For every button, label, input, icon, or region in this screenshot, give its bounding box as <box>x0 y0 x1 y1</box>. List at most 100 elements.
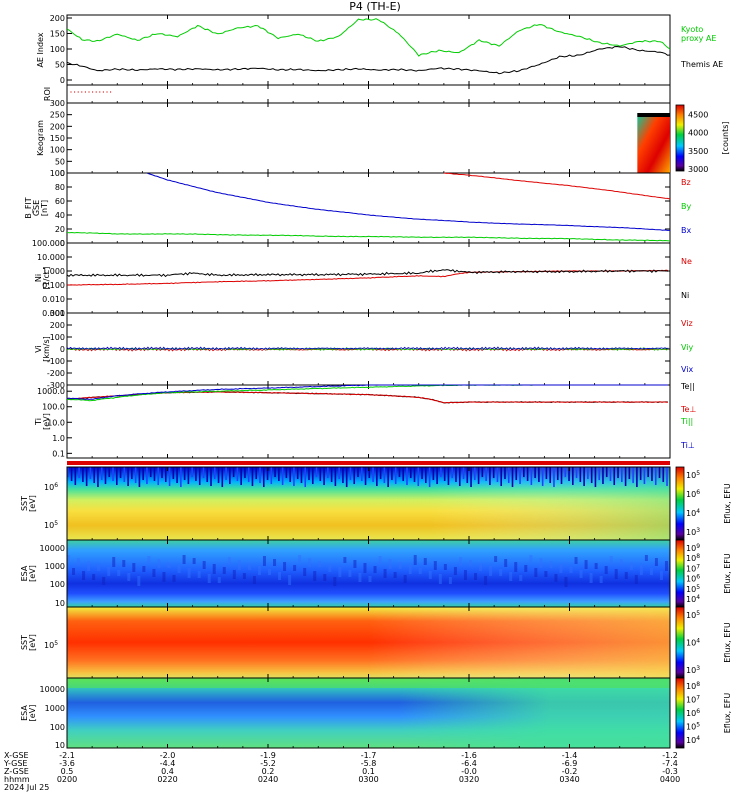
bfield-y-tick-label: 0 <box>60 239 65 248</box>
sst-e-noise-stripe <box>217 467 220 483</box>
colorbar <box>675 539 685 608</box>
sst-e-noise-stripe <box>262 467 265 487</box>
esa-e-texture <box>202 561 206 569</box>
colorbar-tick-label: 105 <box>686 610 700 620</box>
density-y-tick-label: 0.100 <box>42 281 65 290</box>
sst-e-noise-stripe <box>176 467 178 483</box>
esa-e-spectrogram <box>67 540 670 607</box>
sst-e-noise-stripe <box>391 467 393 480</box>
sst-e-noise-stripe <box>319 467 322 481</box>
footer-value: 0320 <box>459 775 479 784</box>
sst-e-noise-stripe <box>285 467 288 478</box>
svg-text:[1/cc]: [1/cc] <box>42 267 51 290</box>
sst-e-noise-stripe <box>191 467 193 477</box>
footer-value: 0340 <box>559 775 579 784</box>
sst-e-noise-stripe <box>131 467 133 479</box>
esa-e-texture <box>494 556 498 562</box>
bfield-y-tick-label: 80 <box>55 183 65 192</box>
esa-e-texture <box>247 563 251 570</box>
esa-e-texture <box>619 559 623 565</box>
mode-bar <box>67 461 670 465</box>
esa-e-texture <box>579 570 583 578</box>
sst-e-noise-stripe <box>624 467 627 486</box>
esa-e-texture <box>599 576 603 583</box>
esa-e-texture <box>604 566 608 574</box>
sst-e-noise-stripe <box>647 467 649 477</box>
footer-row-label: Z-GSE <box>4 767 29 776</box>
roi-marker <box>99 91 101 93</box>
sst-e-noise-stripe <box>545 467 548 479</box>
sst-e-noise-stripe <box>617 467 619 478</box>
kyoto-ae-legend: proxy AE <box>681 34 716 43</box>
colorbar-tick-label: 107 <box>686 695 700 705</box>
esa-e-texture <box>262 556 266 566</box>
svg-text:[eV]: [eV] <box>28 565 37 582</box>
sst-e-noise-stripe <box>353 467 356 484</box>
sst-e-noise-stripe <box>398 467 401 477</box>
b-bz-line <box>443 172 671 200</box>
esa-e-texture <box>649 568 653 575</box>
sst-e-noise-stripe <box>474 467 476 480</box>
svg-text:[eV]: [eV] <box>28 495 37 512</box>
velocity-viy-legend: Viy <box>681 343 694 352</box>
roi-marker <box>95 91 97 93</box>
esa-e-texture <box>318 561 322 567</box>
esa-e-texture <box>624 572 628 579</box>
keogram-y-tick-label: 50 <box>55 157 65 166</box>
footer-row-label: Y-GSE <box>3 759 27 768</box>
sst-e-noise-stripe <box>168 467 171 486</box>
keogram-y-tick-label: 300 <box>50 99 65 108</box>
esa-e-texture <box>343 557 347 563</box>
sst-e-noise-stripe <box>662 467 665 482</box>
esa-e-texture <box>147 556 151 563</box>
esa-e-texture <box>609 556 613 565</box>
sst-e-noise-stripe <box>89 467 92 479</box>
esa-e-texture <box>187 568 191 578</box>
svg-text:Keogram: Keogram <box>36 120 45 156</box>
sst-e-noise-stripe <box>247 467 250 482</box>
temperature-y-tick-label: 1000.0 <box>37 387 65 396</box>
sst-e-noise-stripe <box>458 467 461 486</box>
svg-text:ESA: ESA <box>20 565 29 581</box>
esa-e-y-tick-label: 1000 <box>45 562 65 571</box>
esa-e-texture <box>257 566 261 575</box>
colorbar-tick-label: 103 <box>686 665 700 675</box>
sst-e-noise-stripe <box>583 467 585 486</box>
footer-value: 0220 <box>157 775 177 784</box>
colorbar-tick-label: 109 <box>686 543 700 553</box>
sst-e-noise-stripe <box>477 467 480 484</box>
colorbar-tick-label: 106 <box>686 708 700 718</box>
esa-e-texture <box>373 566 377 573</box>
sst-e-noise-stripe <box>266 467 269 480</box>
sst-e-noise-stripe <box>349 467 352 480</box>
esa-e-colorbar-label: Eflux, EFU <box>723 553 732 594</box>
esa-i-top-band <box>67 678 670 688</box>
sst-e-noise-stripe <box>180 467 182 487</box>
svg-text:B_FIT: B_FIT <box>24 197 33 218</box>
sst-e-noise-stripe <box>187 467 190 484</box>
esa-e-texture <box>192 558 196 564</box>
velocity-y-tick-label: 200 <box>50 321 65 330</box>
sst-e-noise-stripe <box>244 467 246 478</box>
esa-e-texture <box>167 562 171 568</box>
esa-i-y-tick-label: 1000 <box>45 704 65 713</box>
sst-e-noise-stripe <box>134 467 137 483</box>
esa-e-texture <box>383 569 387 578</box>
esa-e-texture <box>514 562 518 572</box>
roi-marker <box>70 91 72 93</box>
sst-e-noise-stripe <box>602 467 604 484</box>
sst-e-noise-stripe <box>575 467 578 478</box>
sst-e-noise-stripe <box>372 467 374 482</box>
esa-e-texture <box>353 560 357 568</box>
sst-e-noise-stripe <box>119 467 122 478</box>
keogram-y-tick-label: 100 <box>50 146 65 155</box>
bfield-y-tick-label: 20 <box>55 225 65 234</box>
esa-e-texture <box>338 567 342 577</box>
temperature-panel-frame <box>66 384 671 459</box>
esa-e-texture <box>584 560 588 569</box>
footer-value: -5.2 <box>260 759 276 768</box>
sst-e-noise-stripe <box>342 467 344 483</box>
svg-text:Eflux, EFU: Eflux, EFU <box>723 693 732 734</box>
esa-e-texture <box>388 559 392 569</box>
footer-value: 0.2 <box>262 767 275 776</box>
